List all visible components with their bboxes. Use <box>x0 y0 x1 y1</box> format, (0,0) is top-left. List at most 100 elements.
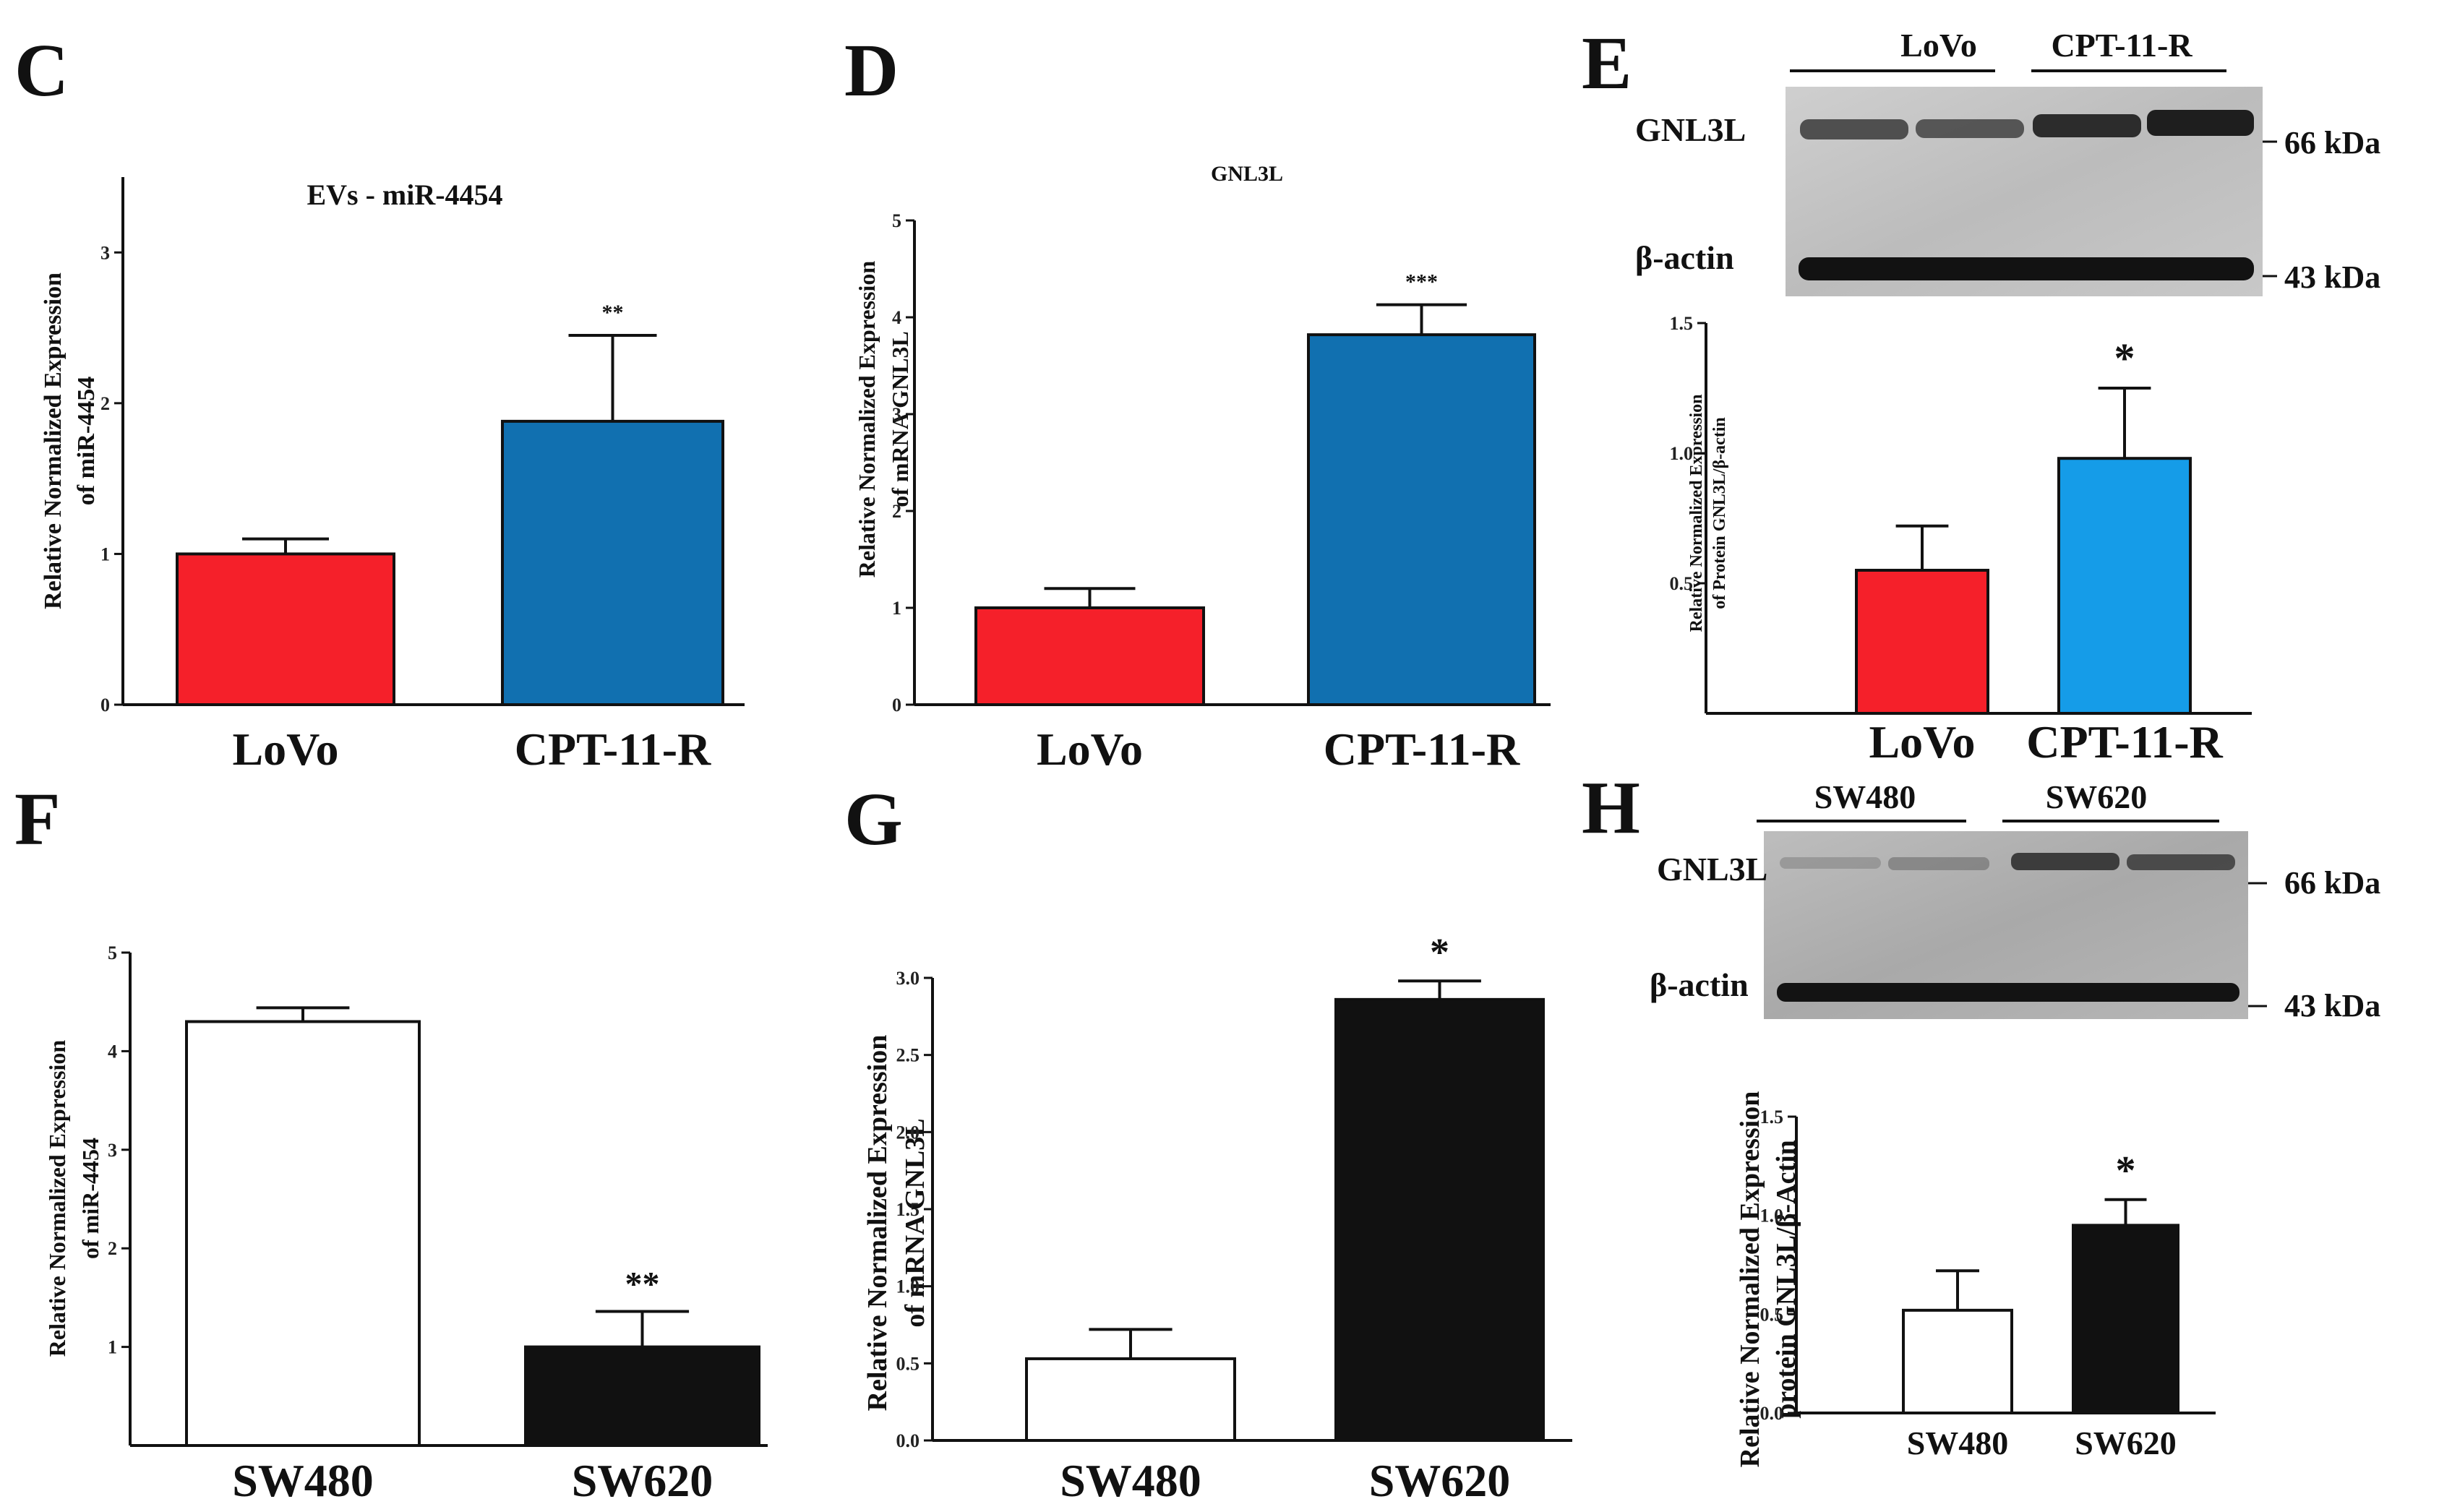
chart-g-ylabel-line-2: of mRNA GNL3L <box>900 1118 930 1327</box>
chart-g-category-1: SW620 <box>1369 1455 1511 1506</box>
chart-g-ytick-label-3: 1.5 <box>896 1199 920 1220</box>
chart-g-ytick-label-6: 3.0 <box>896 968 920 989</box>
chart-c-ylabel: Relative Normalized Expression of miR-445… <box>40 272 100 609</box>
chart-d-ytick-label-4: 4 <box>892 307 901 328</box>
chart-g-bar-0 <box>1025 1357 1236 1443</box>
chart-g-ylabel-line-1: Relative Normalized Expression <box>862 1035 893 1412</box>
chart-c-ytick-label-0: 0 <box>100 695 110 716</box>
chart-h-ylabel-line-1: Relative Normalized Expression <box>1735 1091 1765 1468</box>
chart-c-ytick-label-1: 1 <box>100 544 110 564</box>
blot-h-band-gnl3l-3 <box>2011 853 2119 870</box>
chart-e-ytick-label-0: 0.5 <box>1670 573 1694 594</box>
chart-g-ytick-label-2: 1.0 <box>896 1276 920 1297</box>
blot-e-lane-label-lovo: LoVo <box>1900 27 1977 64</box>
chart-e-category-1: CPT-11-R <box>2026 716 2223 768</box>
chart-c-ytick-label-3: 3 <box>100 242 110 263</box>
blot-h-marker-66: 66 kDa <box>2284 865 2380 901</box>
chart-h-category-0: SW480 <box>1907 1425 2009 1461</box>
chart-f-ytick-label-0: 1 <box>108 1337 117 1358</box>
panel-letter-e: E <box>1582 22 1632 105</box>
chart-f-ytick-label-1: 2 <box>108 1238 117 1259</box>
blot-e-lane-label-cpt: CPT-11-R <box>2051 27 2192 64</box>
chart-e-bar-1 <box>2057 457 2192 715</box>
chart-d-title: GNL3L <box>1211 162 1283 186</box>
chart-h-ytick-label-2: 1.0 <box>1760 1206 1784 1227</box>
chart-h-bar-0 <box>1902 1308 2013 1415</box>
chart-d-category-1: CPT-11-R <box>1324 723 1520 775</box>
blot-h-lane-label-sw480: SW480 <box>1814 778 1916 815</box>
chart-c-ytick-label-2: 2 <box>100 393 110 414</box>
chart-c: EVs - miR-4454 Relative Normalized Expres… <box>40 177 745 775</box>
chart-c-category-0: LoVo <box>232 723 338 775</box>
chart-f-bar-1 <box>524 1345 760 1447</box>
chart-d-ytick-label-2: 2 <box>892 501 901 522</box>
blot-e-band-gnl3l-1 <box>1800 119 1908 139</box>
chart-d-bar-1 <box>1307 333 1536 706</box>
blot-h-band-actin <box>1777 983 2239 1002</box>
blot-h-band-gnl3l-4 <box>2127 854 2235 870</box>
western-blot-e: LoVo CPT-11-R GNL3L β-actin 66 kDa 43 kD… <box>1635 27 2380 296</box>
chart-c-bar-1 <box>501 419 724 707</box>
chart-d-ytick-label-3: 3 <box>892 404 901 425</box>
blot-h-label-actin: β-actin <box>1650 966 1749 1003</box>
chart-c-bar-0 <box>176 552 395 707</box>
blot-h-marker-43: 43 kDa <box>2284 988 2380 1023</box>
chart-d: GNL3L Relative Normalized Expression of mR… <box>854 162 1551 775</box>
panel-letter-c: C <box>14 29 69 112</box>
blot-e-marker-43: 43 kDa <box>2284 259 2380 295</box>
blot-h-band-gnl3l-2 <box>1888 857 1989 870</box>
chart-h: Relative Normalized Expression protein GN… <box>1735 1091 2216 1468</box>
chart-f-ylabel: Relative Normalized Expression of miR-445… <box>44 1040 103 1357</box>
blot-h-label-gnl3l: GNL3L <box>1657 851 1767 888</box>
chart-h-significance-1: * <box>2116 1148 2136 1193</box>
chart-d-bar-0 <box>974 606 1205 706</box>
chart-f-bar-0 <box>185 1020 421 1447</box>
blot-e-band-actin <box>1799 257 2254 280</box>
chart-e-category-0: LoVo <box>1869 716 1975 768</box>
chart-f: Relative Normalized Expression of miR-445… <box>44 942 768 1506</box>
chart-g-ylabel: Relative Normalized Expression of mRNA GN… <box>862 1035 930 1412</box>
chart-g-bar-1 <box>1334 997 1545 1443</box>
chart-g-ytick-label-0: 0.0 <box>896 1430 920 1451</box>
blot-e-band-gnl3l-2 <box>1916 119 2024 138</box>
blot-e-label-gnl3l: GNL3L <box>1635 111 1746 148</box>
panel-letter-g: G <box>844 778 903 861</box>
chart-f-ylabel-line-1: Relative Normalized Expression <box>44 1040 70 1357</box>
chart-d-significance-1: *** <box>1405 270 1438 294</box>
chart-d-ylabel-line-2: of mRNA GNL3L <box>887 331 913 507</box>
blot-h-lane-label-sw620: SW620 <box>2046 778 2148 815</box>
chart-c-significance-1: ** <box>602 301 624 325</box>
chart-h-ytick-label-1: 0.5 <box>1760 1304 1784 1325</box>
chart-h-category-1: SW620 <box>2075 1425 2177 1461</box>
blot-h-band-gnl3l-1 <box>1780 857 1881 869</box>
chart-f-category-0: SW480 <box>232 1455 374 1506</box>
chart-g-ytick-label-5: 2.5 <box>896 1045 920 1066</box>
chart-e-bar-0 <box>1855 569 1989 715</box>
chart-g-significance-1: * <box>1430 930 1449 974</box>
chart-c-category-1: CPT-11-R <box>515 723 711 775</box>
chart-c-title: EVs - miR-4454 <box>307 179 502 211</box>
chart-d-ytick-label-0: 0 <box>892 695 901 716</box>
western-blot-h: SW480 SW620 GNL3L β-actin 66 kDa 43 kDa <box>1650 778 2380 1023</box>
chart-h-bar-1 <box>2072 1224 2179 1415</box>
panel-letter-d: D <box>844 29 899 112</box>
chart-h-ytick-label-0: 0.0 <box>1760 1403 1784 1424</box>
chart-d-ylabel-line-1: Relative Normalized Expression <box>854 261 880 578</box>
chart-f-category-1: SW620 <box>572 1455 713 1506</box>
blot-e-label-actin: β-actin <box>1635 239 1734 276</box>
chart-f-ytick-label-4: 5 <box>108 942 117 963</box>
chart-e-ytick-label-2: 1.5 <box>1670 313 1694 334</box>
chart-f-ytick-label-3: 4 <box>108 1041 117 1062</box>
chart-e-ylabel: Relative Normalized Expression of Protein… <box>1687 395 1729 632</box>
chart-g-category-0: SW480 <box>1060 1455 1201 1506</box>
chart-e-ylabel-line-2: of Protein GNL3L/β-actin <box>1710 417 1729 609</box>
chart-f-ytick-label-2: 3 <box>108 1140 117 1161</box>
chart-h-ytick-label-3: 1.5 <box>1760 1107 1784 1127</box>
chart-c-ylabel-line-1: Relative Normalized Expression <box>40 272 67 609</box>
chart-e-significance-1: * <box>2114 335 2135 382</box>
panel-letter-f: F <box>14 778 61 861</box>
chart-f-significance-1: ** <box>625 1265 660 1303</box>
blot-e-band-gnl3l-3 <box>2033 114 2141 137</box>
chart-d-ylabel: Relative Normalized Expression of mRNA GN… <box>854 261 913 578</box>
